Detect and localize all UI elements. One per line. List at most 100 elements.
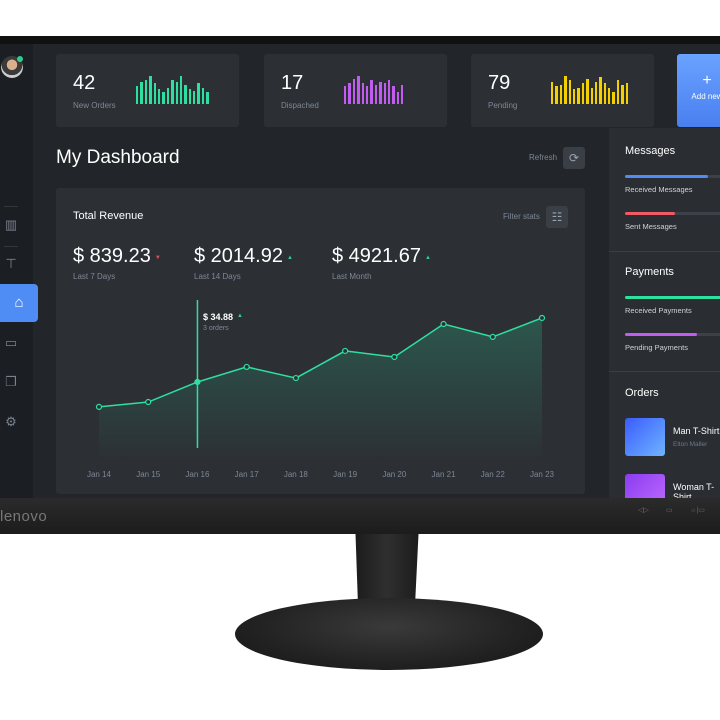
monitor-stand-base [235,598,543,670]
data-point[interactable] [145,398,152,406]
spark-bar [551,81,554,104]
spark-bar [370,80,373,104]
spark-bar [564,75,567,104]
data-point[interactable] [95,403,103,411]
online-status-dot [17,56,23,62]
progress-sent-messages [625,212,720,215]
filter-icon[interactable]: ☷ [546,206,568,228]
x-tick-label: Jan 22 [481,470,506,479]
documents-icon[interactable]: ❐ [5,374,17,389]
brightness-icon[interactable]: ☼|▭ [690,507,705,514]
order-name[interactable]: Woman T-Shirt [673,482,715,498]
data-point[interactable] [342,347,349,355]
stat-card-new-orders[interactable]: 42 New Orders [56,54,239,127]
spark-bar [599,77,602,104]
spark-bar [374,84,378,104]
total-revenue-card: Total Revenue Filter stats ☷ $ 839.23 ▼ L… [56,188,585,494]
spark-bar [352,78,356,104]
divider [609,251,720,252]
progress-received-payments [625,296,720,299]
order-thumbnail[interactable] [625,474,665,498]
spark-bar [193,90,196,104]
spark-bar [590,87,593,104]
spark-bar [149,75,152,104]
data-point[interactable] [538,314,546,322]
divider [4,246,18,247]
spark-bar [387,80,391,104]
spark-bar [344,86,347,104]
refresh-icon[interactable]: ⟳ [563,147,585,169]
stat-value: 42 [73,72,96,94]
filter-stats-label[interactable]: Filter stats [503,212,540,221]
sent-messages-label: Sent Messages [625,222,677,231]
kpi-label: Last Month [332,272,372,281]
spark-bar [555,86,558,104]
chart-tooltip: $ 34.88 ▲ 3 orders [203,307,243,332]
spark-bar [625,83,629,104]
data-point[interactable] [194,378,201,386]
spark-bar [608,87,611,104]
kpi-value: $ 839.23 [73,245,151,267]
chart-line [98,317,543,408]
chart-area [99,317,542,460]
spark-bar [594,81,598,104]
data-point[interactable] [391,353,398,361]
order-name[interactable]: Man T-Shirt [673,426,720,436]
spark-bar [577,87,580,104]
spark-bar [162,92,165,104]
monitor-top-bezel [0,36,720,44]
bar-chart-icon[interactable]: ▥ [4,217,18,232]
spark-bar [365,86,369,104]
x-tick-label: Jan 15 [136,470,161,479]
spark-bar [379,81,382,104]
sparkbars [136,74,209,104]
sidebar: ▥ ⊤ ⌂ ▭ ❐ ⚙ [0,44,38,498]
progress-received-messages [625,175,720,178]
kpi-label: Last 14 Days [194,272,241,281]
spark-bar [361,83,364,104]
stat-card-pending[interactable]: 79 Pending [471,54,654,127]
signpost-icon[interactable]: ⊤ [5,256,17,271]
spark-bar [136,86,139,104]
add-new-button[interactable]: + Add new [677,54,720,127]
spark-bar [568,80,571,104]
sparkbars [551,74,629,104]
spark-bar [179,75,183,104]
stat-card-dispatched[interactable]: 17 Dispached [264,54,447,127]
spark-bar [401,84,404,104]
monitor-bezel: lenovo ◁▷ ▭ ☼|▭ [0,498,720,534]
kpi-last-7-days: $ 839.23 ▼ Last 7 Days [73,245,161,281]
x-tick-label: Jan 18 [284,470,309,479]
refresh-label[interactable]: Refresh [529,153,558,162]
trend-up-icon: ▲ [424,254,431,261]
spark-bar [559,84,563,104]
stat-label: Pending [488,101,518,110]
basket-icon[interactable]: ⌂ [0,284,38,322]
data-point[interactable] [489,333,496,341]
spark-bar [197,83,200,104]
revenue-chart[interactable]: Jan 14 Jan 15 Jan 16 Jan 17 Jan 18 Jan 19 Jan … [56,288,585,494]
menu-icon[interactable]: ▭ [666,507,673,514]
progress-pending-payments [625,333,720,336]
input-source-icon[interactable]: ◁▷ [638,507,649,514]
trend-up-icon: ▲ [286,254,293,261]
spark-bar [201,87,205,104]
order-thumbnail[interactable] [625,418,665,456]
stat-label: New Orders [73,101,116,110]
spark-bar [621,84,624,104]
spark-bar [616,80,620,104]
data-point[interactable] [243,363,250,371]
data-point[interactable] [440,320,447,328]
gear-icon[interactable]: ⚙ [5,414,17,429]
tooltip-value: $ 34.88 [203,312,234,322]
spark-bar [357,75,360,104]
trend-up-icon: ▲ [237,312,243,319]
spark-bar [392,86,395,104]
plus-icon: + [702,72,712,89]
x-tick-label: Jan 19 [333,470,358,479]
pending-payments-label: Pending Payments [625,343,688,352]
add-new-label: Add new [691,92,720,101]
chat-icon[interactable]: ▭ [4,335,18,350]
data-point[interactable] [292,374,299,382]
x-tick-label: Jan 14 [87,470,112,479]
